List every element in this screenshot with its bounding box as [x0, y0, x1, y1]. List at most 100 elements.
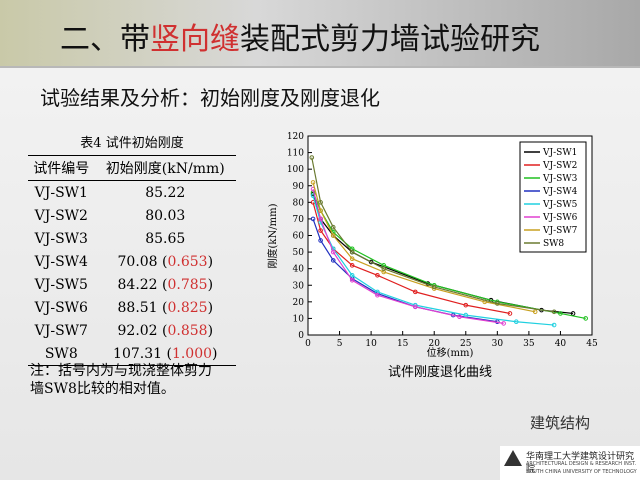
table-row: VJ-SW1 85.22: [28, 181, 236, 205]
y-tick-label: 120: [287, 132, 304, 142]
cell-part: ): [207, 322, 214, 339]
cell-part: 70.08 (: [117, 253, 168, 270]
title-part: 装配式剪力墙试验研究: [240, 22, 540, 57]
cell-part: 0.785: [167, 276, 208, 293]
legend: VJ-SW1 VJ-SW2 VJ-SW3 VJ-SW4 VJ-SW5 VJ-SW6 VJ-S…: [519, 141, 587, 253]
cell: 85.65: [95, 227, 236, 250]
note-line: 注：括号内为与现浇整体剪力: [30, 363, 212, 379]
legend-label: VJ-SW1: [542, 148, 577, 158]
institute: 华南理工大学建筑设计研究院: [526, 452, 635, 475]
cell-part: 85.65: [145, 230, 186, 247]
point: [532, 309, 538, 315]
x-tick-label: 25: [460, 339, 472, 349]
point: [318, 216, 323, 222]
table-row: VJ-SW6 88.51 (0.825): [28, 296, 236, 319]
y-label: 刚度(kN/mm): [266, 203, 279, 268]
point: [551, 322, 557, 328]
x-tick-label: 20: [428, 339, 440, 349]
point: [431, 284, 437, 290]
subtitle: 试验结果及分析：初始刚度及刚度退化: [40, 86, 380, 110]
series-line: [311, 157, 555, 313]
cell-part: 107.31 (: [113, 345, 172, 362]
table-block: 表4 试件初始刚度 试件编号 初始刚度(kN/mm) VJ-SW1 85.22 VJ-S…: [28, 132, 236, 366]
cell: 80.03: [95, 204, 236, 227]
cell-part: ): [207, 276, 214, 293]
cell-part: 1.000: [171, 345, 213, 362]
cell-part: 88.51 (: [117, 299, 168, 316]
x-label: 位移(mm): [427, 346, 474, 359]
y-tick-label: 90: [293, 182, 305, 192]
y-tick-label: 30: [293, 281, 305, 291]
x-tick-label: 35: [523, 339, 535, 349]
logo-icon: [504, 450, 522, 466]
th: 试件编号: [33, 161, 90, 177]
y-tick-label: 70: [293, 215, 305, 225]
point: [412, 289, 418, 295]
y-tick-label: 60: [293, 232, 305, 242]
point: [349, 277, 355, 283]
x-tick-label: 30: [492, 339, 504, 349]
point: [318, 228, 323, 233]
table-caption: 表4 试件初始刚度: [80, 136, 184, 151]
point: [368, 259, 374, 265]
point: [309, 155, 315, 160]
table-row: VJ-SW3 85.65: [28, 227, 236, 250]
watermark: 建筑结构: [530, 414, 590, 432]
point: [318, 238, 323, 243]
y-tick-label: 10: [293, 314, 305, 324]
cell-part: ): [207, 253, 214, 270]
y-tick-label: 110: [287, 149, 304, 159]
legend-label: VJ-SW5: [542, 200, 578, 210]
cell-part: 0.858: [167, 322, 208, 339]
cell-part: 0.825: [167, 299, 208, 316]
cell-part: ): [212, 345, 218, 362]
cell: 84.22 (0.785): [95, 273, 236, 296]
point: [349, 249, 355, 255]
cell: VJ-SW4: [34, 253, 88, 270]
cell-part: 92.02 (: [117, 322, 168, 339]
point: [507, 311, 513, 316]
chart-caption: 试件刚度退化曲线: [388, 364, 492, 380]
y-tick-label: 80: [293, 198, 305, 208]
point: [349, 273, 355, 278]
cell-part: 0.653: [167, 253, 208, 270]
y-tick-label: 40: [293, 265, 305, 275]
table: 试件编号 初始刚度(kN/mm) VJ-SW1 85.22 VJ-SW2 80.03 VJ-…: [28, 155, 236, 366]
point: [583, 316, 588, 321]
legend-label: VJ-SW6: [542, 213, 578, 223]
point: [330, 233, 336, 238]
y-tick-label: 0: [298, 331, 304, 341]
point: [412, 304, 418, 310]
legend-label: VJ-SW2: [542, 161, 577, 171]
x-tick-label: 10: [365, 339, 377, 349]
cell: VJ-SW6: [34, 299, 88, 316]
point: [375, 273, 380, 278]
cell: 92.02 (0.858): [95, 319, 236, 342]
series-line: [312, 188, 504, 324]
y-tick-label: 20: [293, 298, 305, 308]
x-tick-label: 0: [305, 339, 311, 349]
cell-part: 85.22: [145, 184, 186, 201]
point: [463, 302, 469, 308]
table-row: VJ-SW2 80.03: [28, 204, 236, 227]
english: SOUTH CHINA UNIVERSITY OF TECHNOLOGY: [526, 469, 637, 475]
point: [513, 319, 519, 325]
note: 注：括号内为与现浇整体剪力 墙SW8比较的相对值。: [30, 362, 212, 398]
point: [501, 321, 506, 326]
point: [558, 311, 563, 316]
cell-part: 84.22 (: [117, 276, 168, 293]
point: [310, 180, 316, 185]
cell: 70.08 (0.653): [95, 250, 236, 273]
english: ARCHITECTURAL DESIGN & RESEARCH INST.: [526, 461, 637, 467]
footer-logo: 华南理工大学建筑设计研究院 ARCHITECTURAL DESIGN & RES…: [500, 446, 640, 480]
legend-label: SW8: [543, 239, 564, 249]
legend-label: VJ-SW7: [542, 226, 578, 236]
cell: VJ-SW5: [34, 276, 88, 293]
point: [381, 266, 387, 271]
point: [318, 208, 323, 213]
legend-label: VJ-SW3: [542, 174, 578, 184]
y-tick-label: 100: [287, 165, 304, 175]
point: [570, 311, 576, 316]
